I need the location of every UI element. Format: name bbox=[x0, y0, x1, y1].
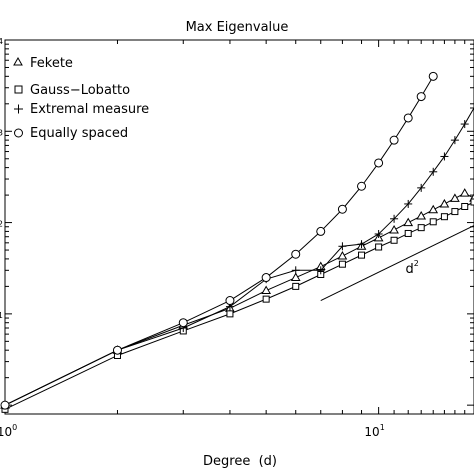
legend-label-fekete: Fekete bbox=[30, 56, 73, 71]
series-plus bbox=[1, 103, 474, 410]
y-tick-label: 3 bbox=[0, 128, 3, 137]
reference-line-label: d2 bbox=[405, 259, 418, 277]
point-circle bbox=[261, 273, 271, 283]
point-triangle bbox=[439, 198, 450, 208]
point-triangle bbox=[337, 251, 348, 260]
reference-line bbox=[320, 225, 474, 301]
point-plus bbox=[450, 136, 459, 145]
point-circle bbox=[178, 318, 188, 328]
point-plus bbox=[338, 242, 347, 251]
series-line bbox=[4, 201, 474, 410]
point-plus bbox=[470, 103, 474, 112]
series-square bbox=[1, 198, 474, 413]
point-triangle bbox=[428, 204, 439, 214]
point-square bbox=[404, 229, 412, 237]
point-circle bbox=[357, 181, 367, 191]
y-tick-label: 2 bbox=[0, 220, 3, 229]
legend-marker-plus bbox=[14, 104, 23, 114]
point-square bbox=[375, 243, 383, 251]
legend-marker-triangle bbox=[13, 56, 23, 66]
chart-title: Max Eigenvalue bbox=[186, 20, 289, 35]
point-circle bbox=[291, 249, 301, 259]
point-circle bbox=[112, 345, 122, 355]
legend-label-equally-spaced: Equally spaced bbox=[30, 126, 128, 141]
point-square bbox=[358, 251, 366, 259]
y-tick-label: 1 bbox=[0, 311, 3, 320]
point-triangle bbox=[290, 272, 301, 282]
point-circle bbox=[0, 400, 10, 410]
point-circle bbox=[225, 296, 235, 306]
series-group bbox=[0, 71, 474, 413]
point-plus bbox=[390, 214, 399, 223]
x-tick-label: 101 bbox=[364, 423, 384, 439]
point-plus bbox=[429, 167, 438, 176]
point-square bbox=[461, 203, 469, 211]
point-plus bbox=[374, 229, 383, 238]
point-circle bbox=[316, 226, 326, 236]
point-triangle bbox=[389, 224, 399, 234]
point-plus bbox=[357, 240, 366, 249]
point-plus bbox=[404, 199, 413, 208]
point-plus bbox=[291, 266, 300, 275]
x-tick-label: 100 bbox=[0, 423, 17, 439]
legend: Fekete Gauss−Lobatto Extremal measure Eq… bbox=[13, 56, 149, 141]
point-square bbox=[226, 310, 234, 318]
series-line bbox=[4, 107, 474, 406]
series-triangle bbox=[0, 188, 474, 409]
legend-label-gauss-lobatto: Gauss−Lobatto bbox=[30, 83, 130, 98]
point-plus bbox=[460, 120, 469, 129]
legend-label-extremal-measure: Extremal measure bbox=[30, 102, 149, 117]
point-triangle bbox=[416, 211, 427, 220]
point-square bbox=[262, 295, 270, 303]
point-square bbox=[429, 218, 437, 226]
point-triangle bbox=[261, 285, 272, 295]
point-circle bbox=[428, 71, 438, 81]
point-square bbox=[470, 198, 474, 206]
y-tick-label: 4 bbox=[0, 37, 3, 46]
point-square bbox=[440, 213, 448, 221]
point-square bbox=[417, 224, 425, 232]
point-circle bbox=[416, 92, 426, 102]
point-square bbox=[292, 282, 300, 290]
legend-marker-circle bbox=[14, 128, 23, 138]
point-triangle bbox=[450, 193, 460, 202]
point-plus bbox=[417, 183, 426, 192]
point-circle bbox=[403, 113, 413, 123]
point-plus bbox=[440, 152, 449, 161]
point-triangle bbox=[403, 217, 414, 227]
point-triangle bbox=[459, 188, 470, 197]
point-circle bbox=[374, 158, 384, 168]
point-square bbox=[338, 260, 346, 268]
point-circle bbox=[337, 204, 347, 214]
x-axis-label: Degree (d) bbox=[203, 454, 277, 469]
point-square bbox=[451, 208, 459, 216]
reference-line-group: d2 bbox=[320, 225, 474, 301]
point-circle bbox=[389, 135, 399, 145]
legend-marker-square bbox=[14, 85, 23, 94]
point-plus bbox=[316, 266, 325, 275]
series-circle bbox=[0, 71, 438, 410]
point-square bbox=[390, 236, 398, 244]
